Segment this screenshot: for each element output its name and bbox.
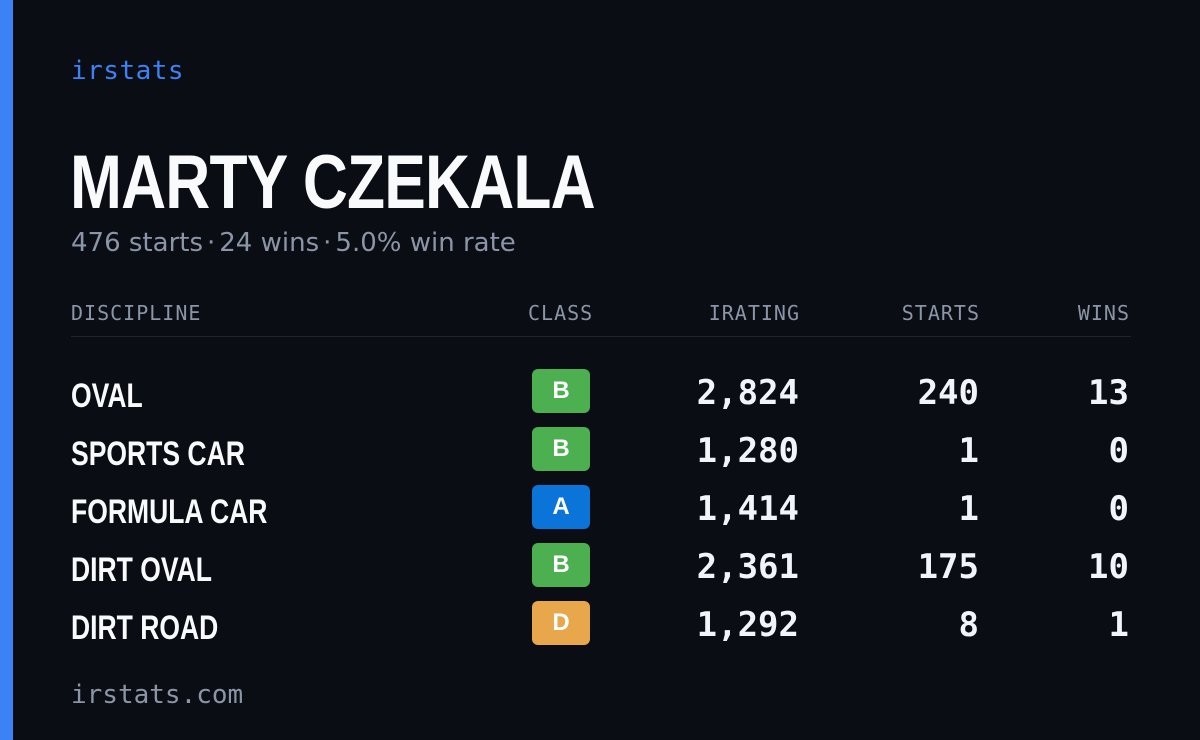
starts-value: 175 <box>917 547 979 587</box>
header-class: CLASS <box>528 301 594 325</box>
discipline-name: DIRT OVAL <box>71 551 212 589</box>
table-row: SPORTS CAR B 1,280 1 0 <box>71 411 1131 473</box>
wins-value: 0 <box>1108 489 1129 529</box>
table-row: DIRT OVAL B 2,361 175 10 <box>71 527 1131 589</box>
irating-value: 2,361 <box>696 547 799 587</box>
wins-value: 10 <box>1088 547 1129 587</box>
footer-url: irstats.com <box>71 680 244 710</box>
class-badge: D <box>532 601 590 645</box>
class-badge: B <box>532 543 590 587</box>
header-wins: WINS <box>1077 301 1130 325</box>
class-badge: B <box>532 427 590 471</box>
irating-value: 1,292 <box>696 605 799 645</box>
summary-win-rate: 5.0% win rate <box>335 228 516 258</box>
summary-starts: 476 starts <box>71 228 203 258</box>
class-badge: A <box>532 485 590 529</box>
discipline-table: DISCIPLINE CLASS IRATING STARTS WINS OVA… <box>71 298 1131 647</box>
summary-separator: · <box>323 228 332 258</box>
table-header: DISCIPLINE CLASS IRATING STARTS WINS <box>71 298 1131 337</box>
discipline-name: FORMULA CAR <box>71 493 268 531</box>
wins-value: 0 <box>1108 431 1129 471</box>
summary-separator: · <box>207 228 216 258</box>
wins-value: 1 <box>1108 605 1129 645</box>
table-row: OVAL B 2,824 240 13 <box>71 353 1131 415</box>
header-starts: STARTS <box>901 301 980 325</box>
irating-value: 1,414 <box>696 489 799 529</box>
driver-name: MARTY CZEKALA <box>70 140 596 225</box>
summary-wins: 24 wins <box>219 228 320 258</box>
table-body: OVAL B 2,824 240 13 SPORTS CAR B 1,280 1… <box>71 353 1131 647</box>
starts-value: 1 <box>958 431 979 471</box>
discipline-name: SPORTS CAR <box>71 435 245 473</box>
starts-value: 8 <box>958 605 979 645</box>
brand-logo-text: irstats <box>71 56 185 86</box>
header-irating: IRATING <box>708 301 800 325</box>
class-badge: B <box>532 369 590 413</box>
table-row: FORMULA CAR A 1,414 1 0 <box>71 469 1131 531</box>
header-discipline: DISCIPLINE <box>71 301 202 325</box>
driver-summary: 476 starts · 24 wins · 5.0% win rate <box>71 228 516 258</box>
wins-value: 13 <box>1088 373 1129 413</box>
irating-value: 2,824 <box>696 373 799 413</box>
accent-bar <box>0 0 13 740</box>
table-row: DIRT ROAD D 1,292 8 1 <box>71 585 1131 647</box>
discipline-name: DIRT ROAD <box>71 609 219 647</box>
discipline-name: OVAL <box>71 377 143 415</box>
starts-value: 240 <box>917 373 979 413</box>
irating-value: 1,280 <box>696 431 799 471</box>
starts-value: 1 <box>958 489 979 529</box>
